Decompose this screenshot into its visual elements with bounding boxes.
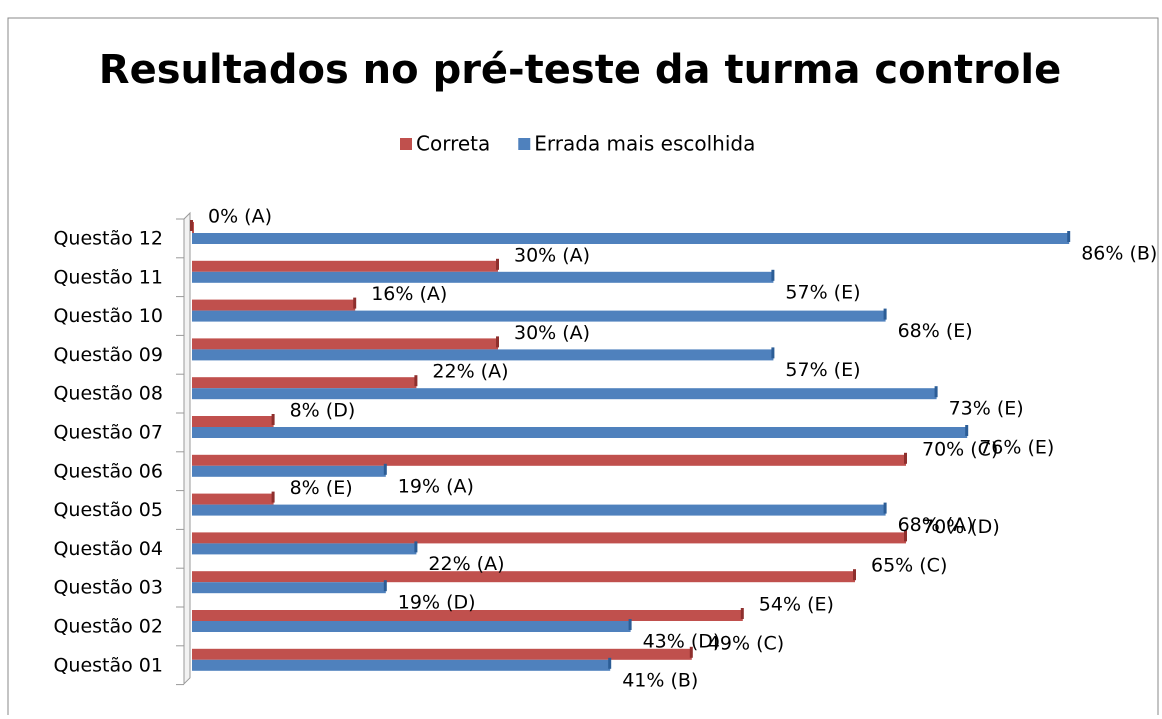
y-tick-label: Questão 04 [53,538,163,560]
bar-end [496,336,499,348]
bar [192,416,274,427]
bar-end [353,297,357,309]
value-label: 8% (D) [290,400,356,422]
bar [192,310,886,322]
bar-end [628,619,632,630]
axis-wall [183,211,191,686]
value-label: 49% (C) [708,632,784,654]
y-tick-label: Questão 01 [53,654,163,676]
value-label: 19% (A) [398,475,474,497]
bar-end [904,452,907,464]
bar [192,233,1070,244]
legend-label: Correta [416,132,490,156]
bar-end [853,569,856,581]
y-tick-label: Questão 05 [53,499,163,521]
legend-swatch [400,138,412,150]
value-label: 19% (D) [398,592,476,614]
bar-end [689,646,693,658]
legend-swatch [518,138,531,150]
bar-end [904,530,907,542]
legend-label: Errada mais escolhida [534,132,755,156]
bar-end [771,347,775,359]
bar-end [383,463,387,475]
y-tick-label: Questão 02 [53,616,163,638]
bar [192,582,386,594]
bar-end [883,308,887,320]
bar [192,493,274,505]
value-label: 57% (E) [785,281,860,303]
bar-end [771,269,775,281]
value-label: 22% (A) [432,361,508,383]
value-label: 0% (A) [208,206,272,228]
y-tick-label: Questão 03 [53,577,163,599]
value-label: 70% (D) [922,516,1000,538]
bar-end [414,541,418,553]
bar [192,648,692,660]
bar-end [496,258,499,270]
bar-end [608,657,612,669]
bar [192,271,774,283]
value-label: 30% (A) [514,322,590,344]
value-label: 41% (B) [622,669,698,691]
bar-end [271,414,275,425]
value-label: 8% (E) [290,477,353,499]
bar [192,659,611,671]
bar-end [271,491,275,503]
bar [192,621,631,632]
y-tick-label: Questão 06 [53,460,163,482]
bar-end [883,502,887,514]
value-label: 68% (E) [898,320,973,342]
bar [192,543,417,555]
bar [192,610,743,621]
bar [192,377,417,389]
y-tick-label: Questão 07 [53,422,163,444]
value-label: 16% (A) [371,283,447,305]
value-label: 43% (D) [643,631,721,653]
value-label: 57% (E) [785,359,860,381]
bar [192,260,498,272]
bar [192,571,855,583]
bar-end [383,580,387,592]
bar-end [934,386,938,398]
bar [192,349,774,361]
value-label: 54% (E) [759,594,834,616]
bar [192,532,906,544]
value-label: 65% (C) [871,555,947,577]
y-tick-label: Questão 08 [53,383,163,405]
y-tick-label: Questão 11 [53,266,163,288]
chart-title: Resultados no pré-teste da turma control… [99,47,1061,93]
bar-end [414,375,418,387]
value-label: 70% (C) [922,438,998,460]
bar-end [740,608,744,619]
value-label: 86% (B) [1081,243,1157,265]
value-label: 73% (E) [949,398,1024,420]
y-tick-label: Questão 09 [53,344,163,366]
bar [192,299,356,311]
value-label: 68% (A) [898,514,974,536]
bar [192,504,886,516]
value-label: 30% (A) [514,244,590,266]
bar [192,454,906,466]
bar [192,338,498,350]
y-tick-label: Questão 12 [53,228,163,250]
bar [192,388,937,400]
bar [192,427,968,438]
bar-end [1067,231,1071,242]
bar-end [190,220,193,231]
bar [192,465,386,477]
value-label: 76% (E) [979,437,1054,459]
y-tick-label: Questão 10 [53,305,163,327]
value-label: 22% (A) [428,553,504,575]
bar-end [965,425,969,436]
